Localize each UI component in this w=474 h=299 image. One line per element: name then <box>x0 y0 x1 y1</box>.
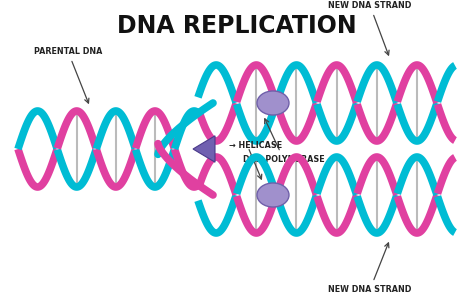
Ellipse shape <box>257 91 289 115</box>
Ellipse shape <box>257 183 289 207</box>
Polygon shape <box>193 136 215 162</box>
Text: DNA REPLICATION: DNA REPLICATION <box>117 14 357 38</box>
Text: NEW DNA STRAND: NEW DNA STRAND <box>328 1 412 55</box>
Text: NEW DNA STRAND: NEW DNA STRAND <box>328 243 412 294</box>
Text: PARENTAL DNA: PARENTAL DNA <box>34 47 102 103</box>
Text: → HELICASE: → HELICASE <box>229 141 282 150</box>
Text: DNA POLYMERASE: DNA POLYMERASE <box>243 119 325 164</box>
